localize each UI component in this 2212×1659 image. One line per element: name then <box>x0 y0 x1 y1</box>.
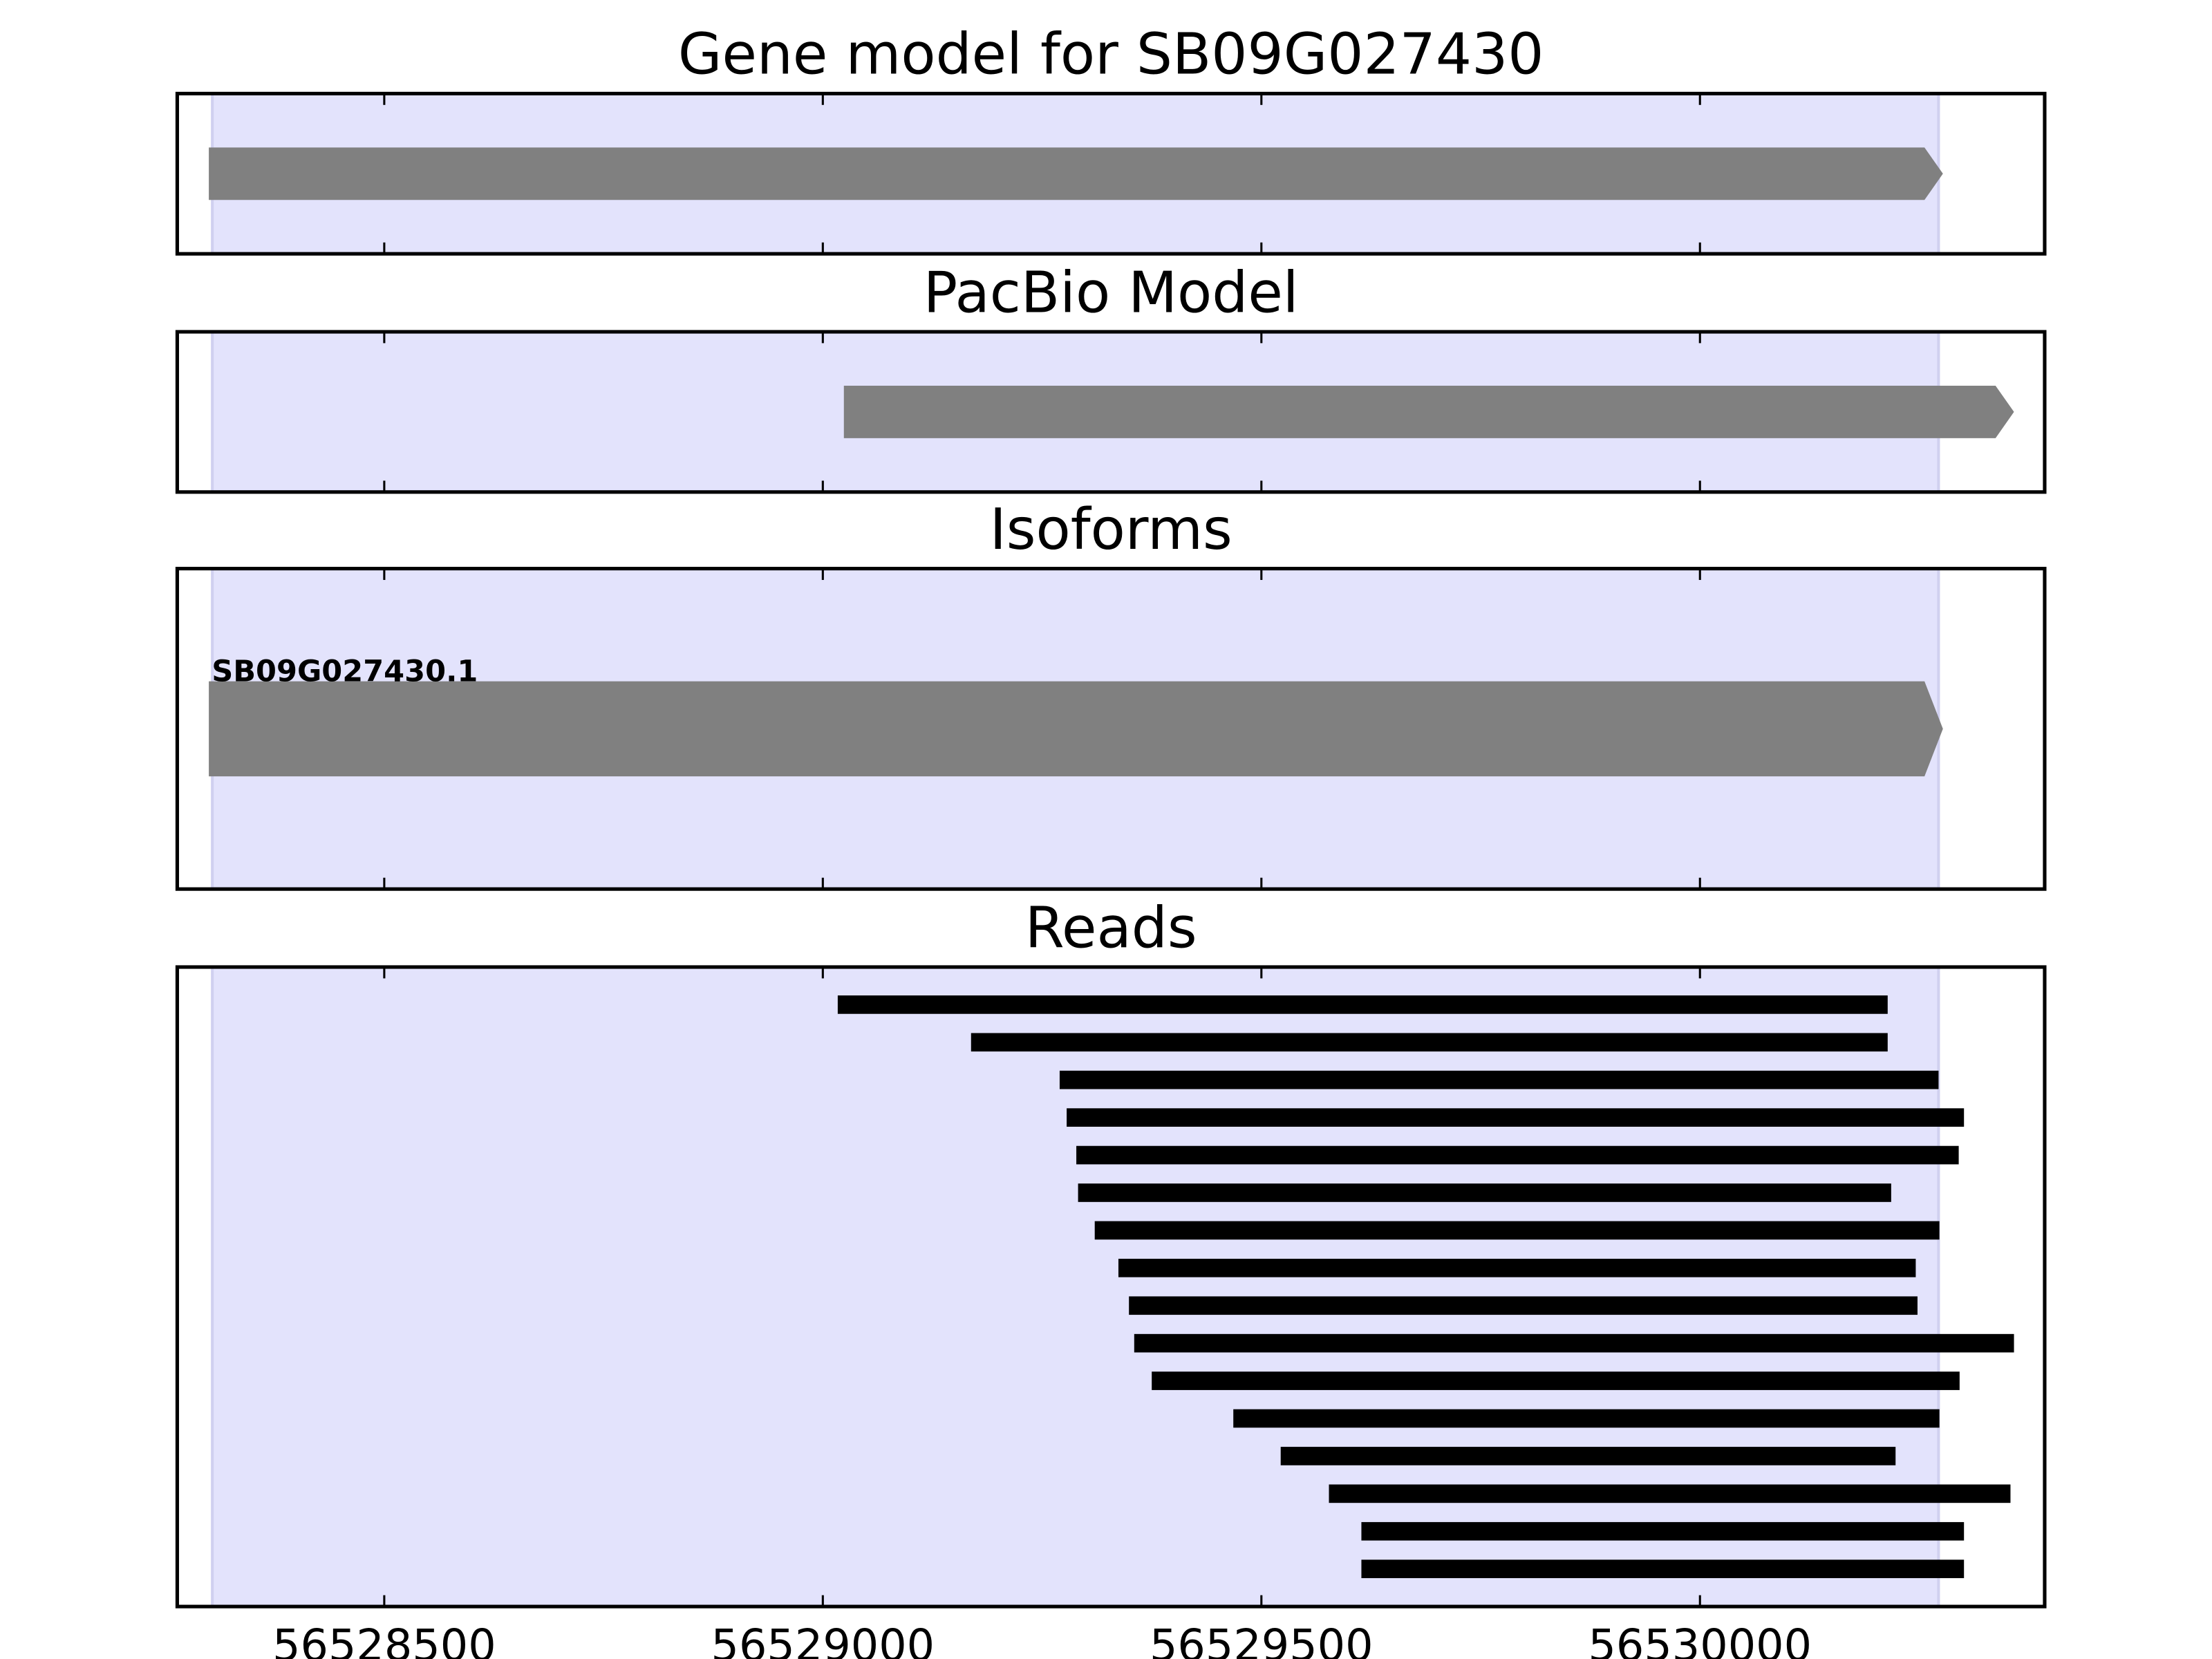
x-tick-label: 56530000 <box>1588 1620 1812 1659</box>
x-tick-label: 56528500 <box>272 1620 496 1659</box>
read <box>1233 1409 1940 1428</box>
gene-feature <box>209 147 1943 200</box>
x-tick-label: 56529500 <box>1150 1620 1374 1659</box>
read <box>837 995 1888 1014</box>
gene-feature <box>843 385 2014 438</box>
read <box>1329 1484 2011 1503</box>
panel-title: Gene model for SB09G027430 <box>678 22 1544 88</box>
isoform-label: SB09G027430.1 <box>212 655 478 689</box>
read <box>1078 1183 1891 1202</box>
panel-frame <box>175 330 2047 494</box>
panel-title: PacBio Model <box>924 260 1299 326</box>
panel-title: Isoforms <box>990 497 1232 563</box>
read <box>971 1033 1888 1052</box>
x-tick-label: 56529000 <box>711 1620 935 1659</box>
panel-frame <box>175 567 2047 891</box>
panel-frame <box>175 91 2047 256</box>
read <box>1134 1333 2014 1353</box>
read <box>1076 1145 1959 1165</box>
read <box>1361 1521 1965 1541</box>
read <box>1361 1559 1965 1579</box>
read <box>1118 1258 1916 1277</box>
read <box>1152 1371 1960 1390</box>
gene-feature <box>209 681 1943 777</box>
panel-frame <box>175 965 2047 1609</box>
read <box>1067 1108 1965 1127</box>
read <box>1059 1070 1939 1089</box>
highlight-region <box>211 965 1940 1609</box>
read <box>1094 1221 1940 1240</box>
read <box>1129 1296 1918 1315</box>
read <box>1280 1447 1896 1465</box>
panel-title: Reads <box>1025 895 1197 961</box>
